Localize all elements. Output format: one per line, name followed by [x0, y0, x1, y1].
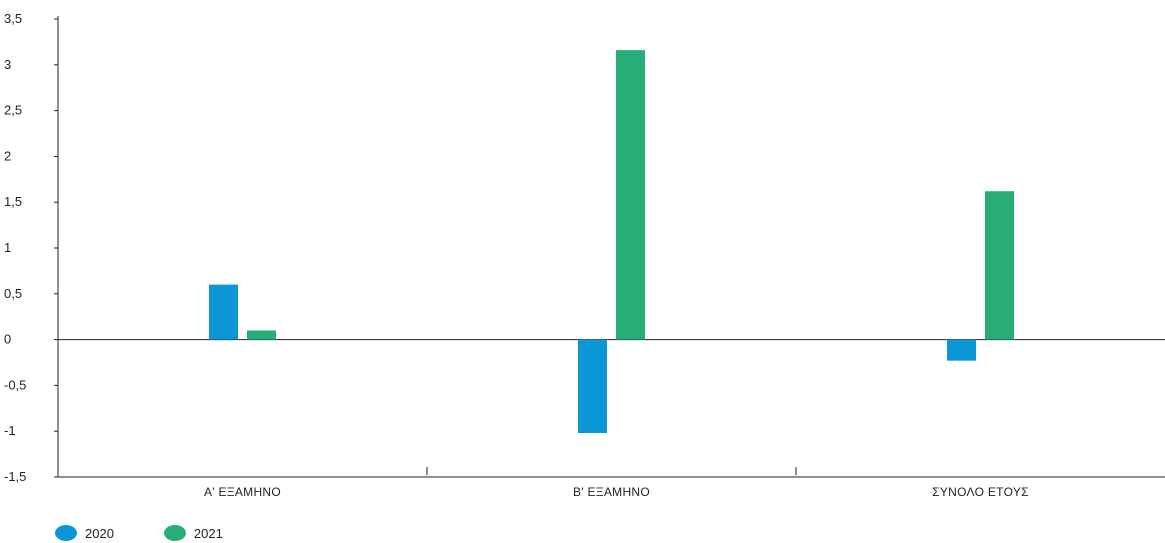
- legend-item-2021: 2021: [163, 525, 223, 541]
- legend-swatch: [163, 525, 186, 541]
- bar-2020: [209, 284, 238, 340]
- bars: [209, 50, 1014, 434]
- x-axis-categories: Α' ΕΞΑΜΗΝΟ Β' ΕΞΑΜΗΝΟ ΣΥΝΟΛΟ ΕΤΟΥΣ: [204, 467, 1029, 499]
- bar-chart: -1,5 -1 -0,5 0 0,5 1 1,5 2 2,5 3 3,5 Α' ΕΞΑΜΗΝΟ Β' …: [4, 11, 1165, 499]
- legend-label: 2020: [85, 525, 114, 541]
- y-tick-label: 2: [4, 148, 11, 163]
- x-category-label: Α' ΕΞΑΜΗΝΟ: [204, 485, 281, 499]
- y-tick-label: 3,5: [4, 11, 22, 26]
- y-tick-label: -1,5: [4, 469, 26, 484]
- bar-2021: [985, 191, 1014, 340]
- y-tick-label: 0: [4, 332, 11, 347]
- y-tick-label: 1: [4, 240, 11, 255]
- y-tick-label: -0,5: [4, 377, 26, 392]
- y-tick-label: 0,5: [4, 286, 22, 301]
- bar-2020: [947, 339, 976, 361]
- legend-item-2020: 2020: [55, 525, 114, 541]
- y-tick-label: 2,5: [4, 103, 22, 118]
- y-tick-label: 1,5: [4, 194, 22, 209]
- legend-swatch: [55, 525, 77, 541]
- y-axis-ticks: -1,5 -1 -0,5 0 0,5 1 1,5 2 2,5 3 3,5: [4, 11, 58, 484]
- x-category-label: ΣΥΝΟΛΟ ΕΤΟΥΣ: [932, 485, 1029, 499]
- bar-2020: [578, 339, 607, 434]
- x-category-label: Β' ΕΞΑΜΗΝΟ: [573, 485, 650, 499]
- y-tick-label: -1: [4, 423, 16, 438]
- legend-label: 2021: [193, 525, 223, 541]
- bar-2021: [247, 330, 276, 340]
- y-tick-label: 3: [4, 57, 11, 72]
- axes: [57, 16, 1165, 478]
- bar-2021: [616, 50, 645, 340]
- legend: 2020 2021: [55, 525, 223, 541]
